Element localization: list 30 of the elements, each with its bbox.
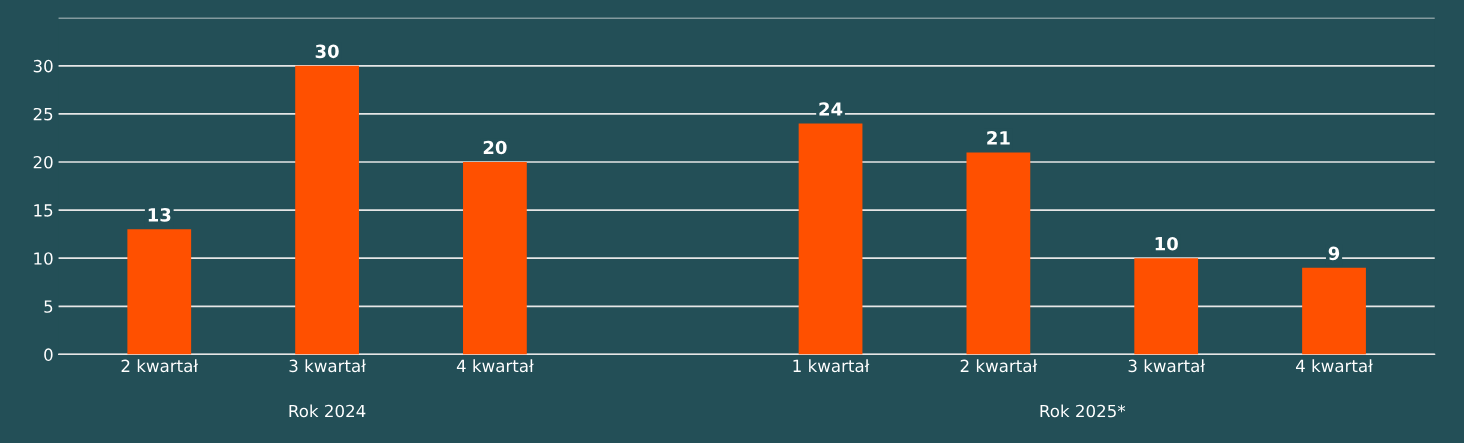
- x-tick-label: 3 kwartał: [289, 359, 366, 373]
- y-tick-label: 5: [44, 300, 53, 313]
- bar: [295, 65, 359, 355]
- x-tick-label: 4 kwartał: [1295, 359, 1373, 373]
- x-tick-label: 2 kwartał: [121, 359, 199, 373]
- data-label: 13: [148, 208, 171, 222]
- x-tick-label: 2 kwartał: [960, 359, 1038, 373]
- bar: [798, 123, 863, 355]
- y-tick-label: 25: [33, 107, 53, 121]
- data-label: 30: [315, 44, 339, 59]
- y-tick-label: 0: [44, 348, 53, 361]
- x-tick-label: 3 kwartał: [1128, 359, 1206, 373]
- text: Rok 2025*: [1040, 404, 1126, 418]
- y-tick-label: 10: [34, 252, 53, 265]
- x-tick-label: 1 kwartał: [793, 359, 870, 373]
- text: Rok 2024: [289, 404, 366, 418]
- data-label: 21: [987, 131, 1010, 145]
- data-label: 10: [1155, 236, 1178, 251]
- data-label: 20: [483, 140, 507, 155]
- bar: [127, 229, 192, 355]
- data-label: 9: [1328, 246, 1340, 261]
- x-tick-label: 4 kwartał: [456, 359, 534, 373]
- y-tick-label: 15: [34, 204, 53, 217]
- y-tick-label: 30: [33, 59, 53, 73]
- data-label: 24: [819, 102, 843, 116]
- bar: [1134, 258, 1199, 355]
- bar: [966, 152, 1031, 355]
- bar: [1302, 267, 1366, 355]
- y-tick-label: 20: [33, 155, 53, 169]
- bar: [463, 162, 527, 355]
